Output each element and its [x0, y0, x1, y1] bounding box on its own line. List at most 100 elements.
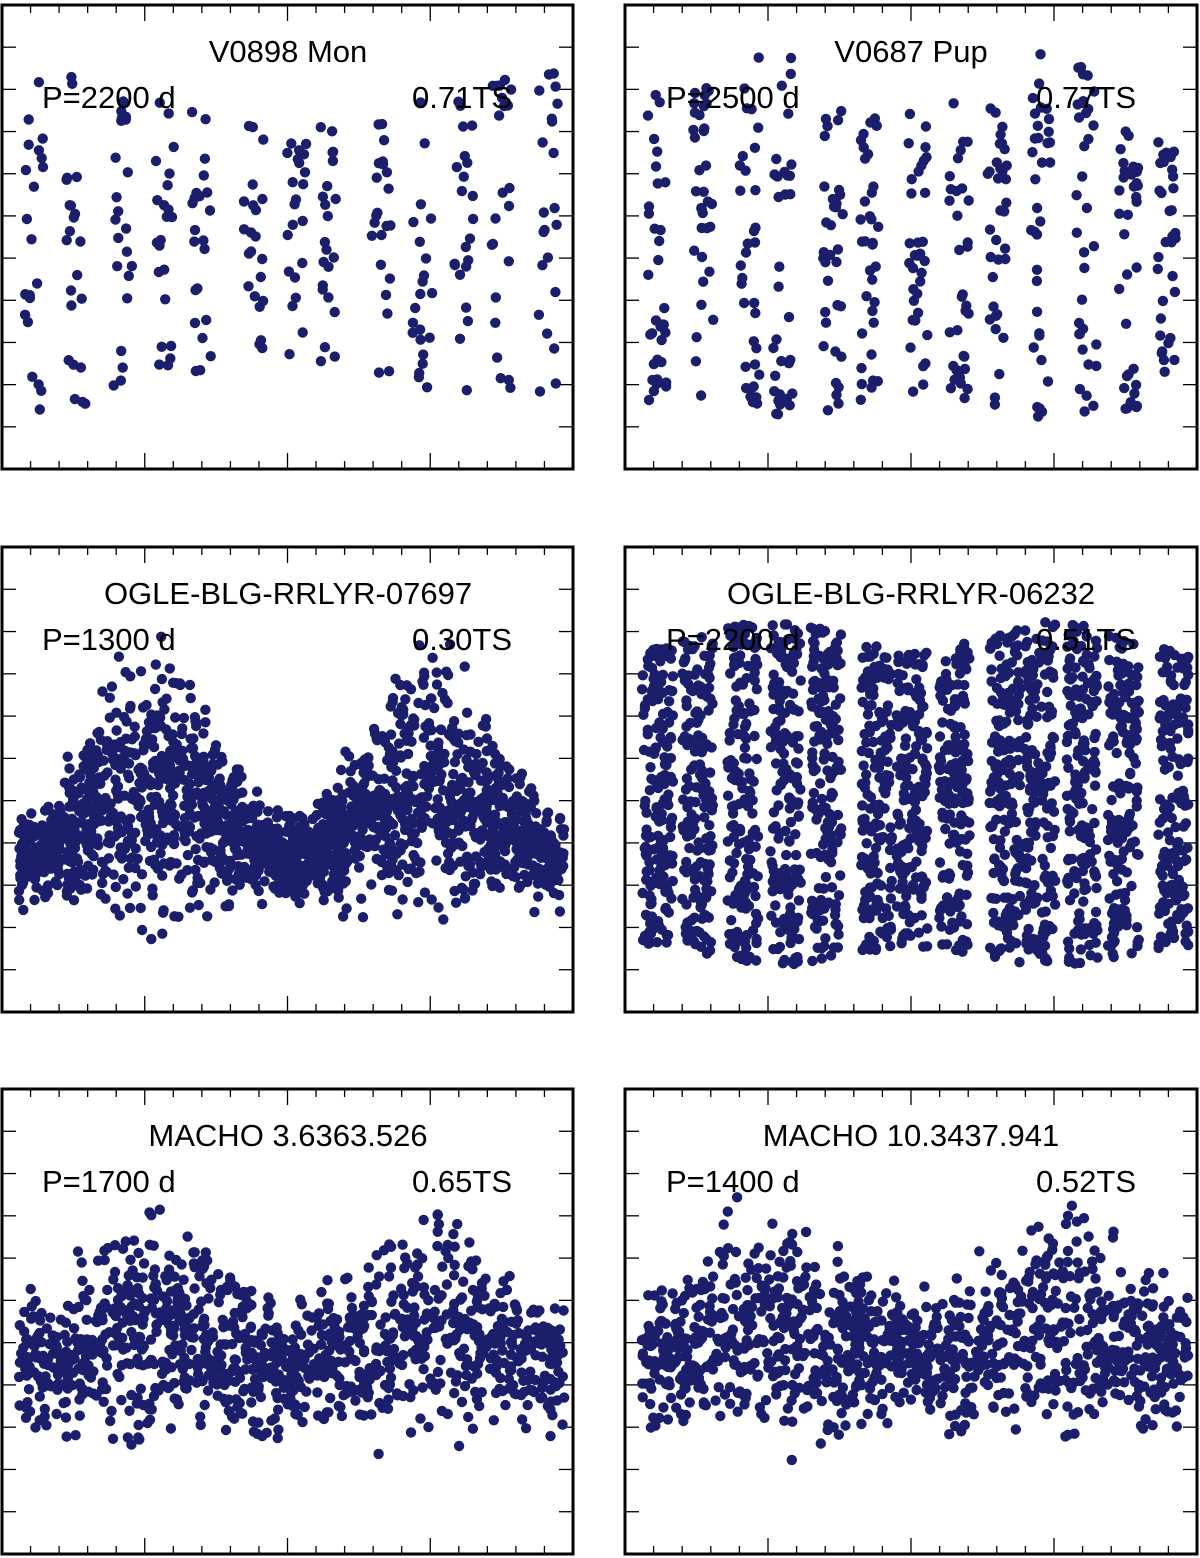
data-point	[773, 395, 784, 406]
data-point	[1074, 328, 1085, 340]
data-point	[257, 253, 268, 265]
data-point	[95, 889, 107, 900]
data-point	[402, 748, 414, 760]
data-point	[135, 666, 147, 677]
data-point	[20, 289, 31, 300]
data-point	[818, 681, 830, 693]
data-point	[951, 837, 962, 848]
data-point	[934, 792, 945, 803]
data-point	[295, 868, 306, 880]
data-point	[689, 884, 701, 895]
data-point	[786, 159, 797, 170]
data-point	[413, 697, 424, 709]
data-point	[962, 647, 973, 658]
data-point	[808, 644, 820, 655]
data-point	[506, 821, 518, 832]
data-point	[477, 720, 489, 731]
data-point	[1036, 907, 1048, 918]
data-point	[648, 385, 660, 397]
data-point	[785, 816, 797, 828]
data-point	[952, 652, 964, 664]
data-point	[130, 843, 141, 854]
data-point	[1027, 147, 1038, 158]
data-point	[658, 877, 669, 888]
data-point	[319, 342, 331, 353]
data-point	[302, 847, 314, 858]
data-point	[900, 712, 911, 723]
data-point	[785, 52, 797, 64]
data-point	[986, 892, 997, 904]
data-point	[667, 685, 678, 697]
data-point	[189, 236, 200, 247]
data-point	[110, 881, 122, 893]
data-point	[790, 952, 801, 964]
data-point	[749, 297, 760, 309]
data-point	[1131, 401, 1142, 413]
data-point	[1083, 133, 1094, 145]
data-point	[767, 876, 778, 887]
data-point	[420, 253, 432, 264]
data-point	[367, 770, 378, 781]
data-point	[899, 883, 910, 894]
data-point	[77, 396, 88, 408]
data-point	[286, 138, 297, 149]
data-point	[829, 909, 841, 921]
data-point	[284, 865, 296, 876]
data-point	[767, 860, 778, 871]
data-point	[120, 745, 131, 757]
data-point	[689, 87, 701, 99]
data-point	[126, 260, 138, 272]
data-point	[150, 155, 162, 167]
data-point	[26, 808, 37, 819]
data-point	[251, 822, 262, 833]
data-point	[124, 902, 136, 914]
data-point	[999, 243, 1011, 254]
data-point	[770, 370, 781, 381]
data-point	[456, 185, 468, 197]
data-point	[220, 828, 231, 839]
data-point	[1035, 49, 1046, 60]
data-point	[168, 141, 179, 153]
data-point	[326, 126, 338, 137]
data-point	[297, 257, 308, 269]
data-point	[496, 92, 508, 104]
data-point	[686, 809, 697, 820]
data-point	[747, 382, 758, 393]
data-point	[122, 888, 133, 899]
data-point	[1131, 679, 1142, 691]
data-point	[14, 894, 25, 906]
data-point	[149, 683, 161, 695]
data-point	[819, 625, 831, 637]
data-point	[785, 68, 796, 80]
data-point	[52, 863, 63, 875]
data-point	[650, 89, 661, 101]
data-point	[807, 955, 818, 967]
data-point	[135, 902, 146, 914]
data-point	[489, 758, 501, 769]
data-point	[373, 119, 384, 130]
data-point	[749, 359, 761, 370]
data-point	[1034, 330, 1045, 341]
data-point	[1002, 637, 1013, 648]
data-point	[514, 778, 525, 790]
data-point	[1080, 923, 1091, 934]
data-point	[776, 355, 787, 367]
data-point	[962, 755, 974, 767]
data-point	[869, 297, 880, 308]
data-point	[1085, 950, 1096, 961]
data-point	[738, 837, 750, 848]
data-point	[450, 897, 462, 908]
data-point	[811, 720, 823, 732]
data-point	[284, 820, 295, 832]
data-point	[313, 822, 324, 834]
data-point	[298, 179, 309, 190]
data-point	[197, 332, 208, 344]
data-point	[1071, 190, 1082, 201]
data-point	[468, 805, 480, 816]
data-point	[380, 289, 392, 301]
data-point	[1038, 788, 1049, 800]
data-point	[704, 859, 715, 870]
data-point	[205, 884, 216, 895]
data-point	[705, 221, 716, 232]
data-point	[503, 374, 514, 386]
